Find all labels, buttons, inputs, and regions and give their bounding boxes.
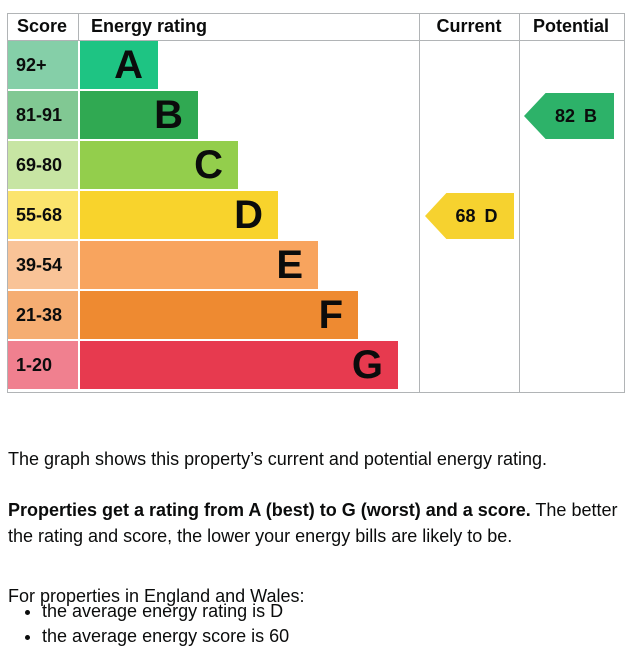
epc-band-bar-g: G bbox=[80, 341, 398, 389]
header-score: Score bbox=[17, 16, 68, 36]
rating-explanation-line2: the rating and score, the lower your ene… bbox=[8, 526, 513, 546]
epc-band-bar-d: D bbox=[80, 191, 278, 239]
epc-band-bar-e: E bbox=[80, 241, 318, 289]
epc-band-bar-f: F bbox=[80, 291, 358, 339]
epc-score-range-f: 21-38 bbox=[8, 291, 78, 339]
rating-explanation-paragraph: Properties get a rating from A (best) to… bbox=[8, 497, 623, 549]
potential-column-divider bbox=[519, 14, 520, 392]
epc-score-range-c: 69-80 bbox=[8, 141, 78, 189]
epc-rows: 92+ A 81-91 B 69-80 C 55-68 D 39-54 E 21-38 F 1-20 G bbox=[8, 41, 419, 391]
average-rating-item: the average energy rating is D bbox=[42, 599, 289, 624]
epc-band-row-b: 81-91 B bbox=[8, 91, 419, 141]
current-band: D bbox=[484, 205, 498, 226]
epc-rating-chart: Score Energy rating Current Potential 92… bbox=[7, 13, 625, 393]
rating-explanation-bold: Properties get a rating from A (best) to… bbox=[8, 500, 531, 520]
potential-rating-arrow: 82 B bbox=[524, 93, 614, 139]
epc-chart-header: Score Energy rating Current Potential bbox=[8, 14, 624, 41]
region-heading: For properties in England and Wales: bbox=[8, 586, 305, 606]
epc-band-row-d: 55-68 D bbox=[8, 191, 419, 241]
epc-score-range-e: 39-54 bbox=[8, 241, 78, 289]
potential-score: 82 bbox=[554, 105, 576, 126]
epc-band-row-g: 1-20 G bbox=[8, 341, 419, 391]
averages-list: the average energy rating is D the avera… bbox=[8, 599, 289, 649]
current-column-divider bbox=[419, 14, 420, 392]
epc-score-range-a: 92+ bbox=[8, 41, 78, 89]
epc-score-range-g: 1-20 bbox=[8, 341, 78, 389]
epc-score-range-d: 55-68 bbox=[8, 191, 78, 239]
potential-band: B bbox=[584, 105, 598, 126]
epc-band-row-e: 39-54 E bbox=[8, 241, 419, 291]
epc-band-bar-b: B bbox=[80, 91, 198, 139]
header-current: Current bbox=[436, 16, 502, 36]
header-potential: Potential bbox=[532, 16, 609, 36]
epc-band-row-f: 21-38 F bbox=[8, 291, 419, 341]
epc-band-row-c: 69-80 C bbox=[8, 141, 419, 191]
rating-explanation-rest: The better bbox=[530, 500, 618, 520]
current-score: 68 bbox=[455, 205, 476, 226]
header-energy-rating: Energy rating bbox=[91, 16, 208, 36]
average-score-item: the average energy score is 60 bbox=[42, 624, 289, 649]
header-divider bbox=[78, 14, 79, 40]
epc-band-row-a: 92+ A bbox=[8, 41, 419, 91]
intro-paragraph: The graph shows this property’s current … bbox=[8, 449, 547, 469]
epc-score-range-b: 81-91 bbox=[8, 91, 78, 139]
epc-band-bar-a: A bbox=[80, 41, 158, 89]
epc-band-bar-c: C bbox=[80, 141, 238, 189]
current-rating-arrow: 68 D bbox=[425, 193, 514, 239]
